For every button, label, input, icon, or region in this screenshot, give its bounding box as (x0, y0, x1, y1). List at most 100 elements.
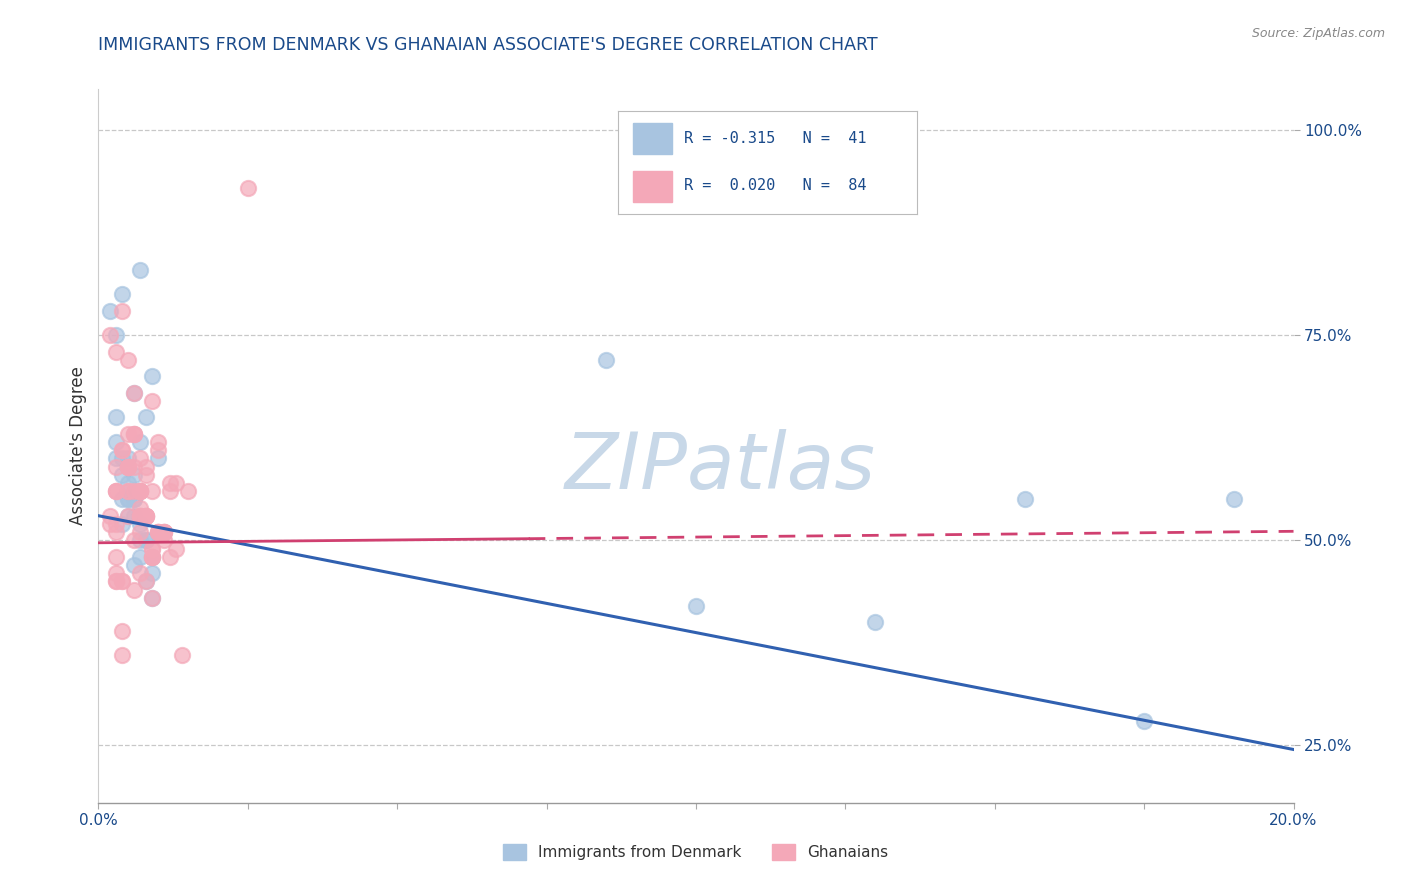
Point (117, 459, 139, 474)
Point (141, 591, 163, 605)
Point (105, 484, 128, 499)
Point (159, 549, 181, 564)
Point (129, 533, 152, 548)
Point (177, 484, 200, 499)
Point (124, 492, 146, 507)
Point (117, 459, 139, 474)
Point (105, 451, 128, 466)
Point (165, 475, 187, 490)
Point (124, 426, 146, 441)
Point (129, 484, 152, 499)
Text: Source: ZipAtlas.com: Source: ZipAtlas.com (1251, 27, 1385, 40)
Point (153, 533, 176, 548)
Point (105, 566, 128, 581)
Point (165, 541, 187, 556)
Point (685, 599, 707, 613)
Point (111, 443, 134, 458)
Point (129, 484, 152, 499)
Point (124, 426, 146, 441)
Point (111, 516, 134, 531)
Point (117, 484, 139, 499)
Point (111, 624, 134, 638)
Point (141, 549, 163, 564)
Point (117, 459, 139, 474)
Point (105, 410, 128, 425)
Point (105, 434, 128, 449)
Point (135, 467, 157, 482)
Point (148, 525, 170, 540)
Point (153, 525, 176, 540)
Point (148, 525, 170, 540)
Point (129, 500, 152, 515)
Point (111, 492, 134, 507)
Point (129, 434, 152, 449)
Point (135, 508, 157, 523)
Point (105, 484, 128, 499)
Point (98, 303, 122, 318)
Point (117, 492, 139, 507)
Point (159, 484, 181, 499)
Point (135, 533, 157, 548)
Point (124, 385, 146, 400)
Point (129, 508, 152, 523)
Point (124, 508, 146, 523)
Point (117, 459, 139, 474)
Point (111, 443, 134, 458)
Point (148, 443, 170, 458)
Point (159, 475, 181, 490)
Point (124, 533, 146, 548)
Point (117, 484, 139, 499)
Point (148, 434, 170, 449)
Point (148, 525, 170, 540)
Text: IMMIGRANTS FROM DENMARK VS GHANAIAN ASSOCIATE'S DEGREE CORRELATION CHART: IMMIGRANTS FROM DENMARK VS GHANAIAN ASSO… (98, 36, 877, 54)
Point (1223, 492, 1246, 507)
Point (117, 508, 139, 523)
Point (141, 484, 163, 499)
Point (111, 287, 134, 301)
Point (111, 574, 134, 589)
Point (124, 582, 146, 597)
Point (135, 508, 157, 523)
Point (117, 352, 139, 367)
Point (141, 541, 163, 556)
Point (111, 467, 134, 482)
Point (595, 352, 617, 367)
Point (105, 328, 128, 343)
Point (124, 459, 146, 474)
Point (1014, 492, 1036, 507)
Point (111, 648, 134, 662)
Point (98, 516, 122, 531)
Point (124, 492, 146, 507)
Point (148, 451, 170, 466)
Legend: Immigrants from Denmark, Ghanaians: Immigrants from Denmark, Ghanaians (498, 838, 894, 866)
Point (117, 492, 139, 507)
Point (117, 508, 139, 523)
Point (98, 508, 122, 523)
Point (129, 566, 152, 581)
Point (124, 558, 146, 572)
Point (153, 525, 176, 540)
Point (124, 426, 146, 441)
Point (105, 484, 128, 499)
Point (129, 549, 152, 564)
Point (141, 541, 163, 556)
Point (129, 484, 152, 499)
Point (98, 328, 122, 343)
Point (129, 508, 152, 523)
Point (135, 410, 157, 425)
Point (105, 549, 128, 564)
Point (105, 344, 128, 359)
Point (135, 508, 157, 523)
Point (124, 484, 146, 499)
Point (105, 459, 128, 474)
Point (129, 451, 152, 466)
Point (236, 180, 259, 194)
Point (105, 574, 128, 589)
Point (117, 451, 139, 466)
Point (129, 484, 152, 499)
Point (111, 451, 134, 466)
Point (135, 574, 157, 589)
Point (117, 475, 139, 490)
Point (141, 549, 163, 564)
Text: ZIPatlas: ZIPatlas (564, 429, 876, 506)
